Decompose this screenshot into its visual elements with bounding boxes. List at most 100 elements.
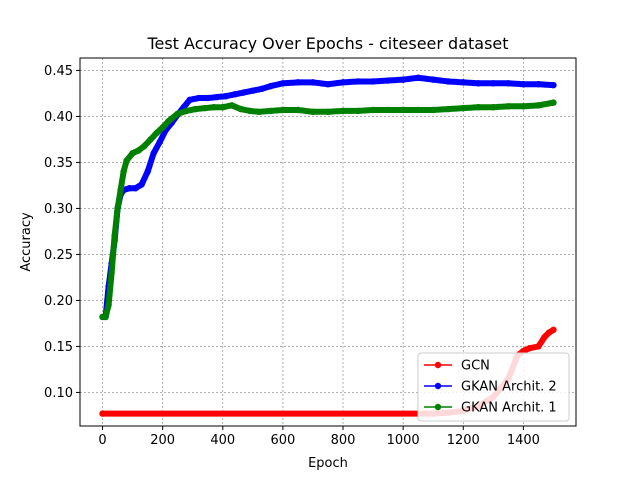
- data-point: [550, 81, 557, 89]
- data-point: [414, 74, 422, 81]
- data-point: [369, 106, 377, 114]
- data-point: [354, 107, 362, 115]
- axis-ticks: 0 200 400 600 800 1000 1200 1400 0.10 0.15 0.20 0.2…: [44, 64, 540, 448]
- data-point: [384, 106, 392, 114]
- data-point: [550, 326, 557, 334]
- data-point: [129, 150, 136, 157]
- data-point: [267, 82, 275, 90]
- data-point: [526, 345, 533, 352]
- data-point: [535, 343, 542, 350]
- legend-label: GKAN Archit. 1: [461, 401, 557, 416]
- data-point: [141, 142, 148, 150]
- grid: [80, 58, 576, 426]
- data-point: [399, 106, 407, 114]
- data-point: [490, 104, 497, 111]
- y-tick-label: 0.35: [44, 156, 73, 171]
- plot-frame: [79, 57, 577, 427]
- data-point: [258, 85, 266, 93]
- x-axis-label: Epoch: [308, 456, 348, 471]
- legend-entry: GKAN Archit. 1: [424, 401, 557, 416]
- data-point: [102, 313, 109, 321]
- data-point: [267, 107, 275, 115]
- data-point: [354, 78, 362, 85]
- data-point: [324, 108, 332, 116]
- data-point: [105, 301, 112, 309]
- data-point: [159, 124, 166, 131]
- data-point: [309, 108, 317, 116]
- data-point: [505, 80, 512, 87]
- data-point: [153, 129, 160, 137]
- y-tick-label: 0.25: [44, 248, 73, 263]
- data-point: [399, 76, 407, 83]
- y-tick-label: 0.20: [44, 294, 73, 309]
- data-point: [114, 205, 121, 212]
- data-point: [192, 105, 199, 113]
- legend-marker: [434, 403, 442, 411]
- legend-entry: GKAN Archit. 2: [424, 380, 557, 395]
- data-point: [339, 107, 347, 115]
- y-tick-label: 0.10: [44, 386, 73, 401]
- data-point: [186, 96, 193, 104]
- data-point: [138, 181, 145, 188]
- data-point: [210, 104, 217, 111]
- data-point: [445, 105, 452, 113]
- data-point: [535, 102, 542, 109]
- y-tick-label: 0.40: [44, 110, 73, 125]
- data-point: [460, 79, 467, 86]
- data-point: [520, 103, 527, 110]
- y-tick-label: 0.15: [44, 340, 73, 355]
- data-point: [126, 184, 133, 192]
- data-point: [123, 157, 130, 164]
- data-point: [246, 107, 254, 115]
- data-point: [144, 168, 151, 175]
- data-point: [490, 80, 497, 87]
- legend-marker: [434, 361, 442, 369]
- data-point: [150, 150, 157, 157]
- data-point: [240, 89, 248, 96]
- y-tick-label: 0.30: [44, 202, 73, 217]
- y-tick-label: 0.45: [44, 64, 73, 79]
- data-point: [324, 81, 332, 88]
- data-point: [111, 232, 118, 240]
- data-point: [228, 102, 236, 109]
- data-point: [294, 106, 302, 114]
- legend: GCN GKAN Archit. 2 GKAN Archit. 1: [417, 352, 570, 422]
- data-point: [135, 147, 142, 154]
- data-point: [541, 334, 548, 341]
- data-point: [120, 168, 127, 175]
- data-point: [165, 117, 172, 125]
- y-axis-label: Accuracy: [19, 212, 34, 272]
- x-tick-label: 1200: [447, 433, 480, 448]
- data-point: [460, 104, 467, 112]
- data-point: [201, 104, 208, 112]
- x-tick-label: 200: [150, 433, 175, 448]
- x-tick-label: 1400: [507, 433, 540, 448]
- data-point: [174, 110, 181, 117]
- series-gkan-archit-1: [99, 99, 557, 321]
- data-point: [231, 91, 239, 98]
- legend-entry: GCN: [424, 359, 490, 374]
- data-point: [255, 108, 263, 116]
- data-point: [475, 80, 482, 87]
- data-point: [445, 78, 452, 85]
- data-point: [475, 104, 482, 111]
- data-point: [222, 92, 229, 100]
- x-tick-label: 0: [98, 433, 106, 448]
- data-point: [339, 79, 347, 86]
- legend-marker: [434, 382, 442, 390]
- data-point: [505, 103, 512, 110]
- x-tick-label: 400: [210, 433, 235, 448]
- data-point: [204, 94, 211, 102]
- data-point: [430, 106, 437, 114]
- x-tick-label: 1000: [387, 433, 420, 448]
- data-point: [550, 99, 557, 106]
- data-point: [108, 269, 115, 277]
- legend-box: [417, 352, 570, 422]
- data-point: [195, 94, 202, 102]
- data-point: [279, 106, 287, 114]
- data-point: [535, 81, 542, 88]
- x-tick-label: 800: [331, 433, 356, 448]
- data-point: [156, 138, 163, 146]
- data-point: [117, 186, 124, 194]
